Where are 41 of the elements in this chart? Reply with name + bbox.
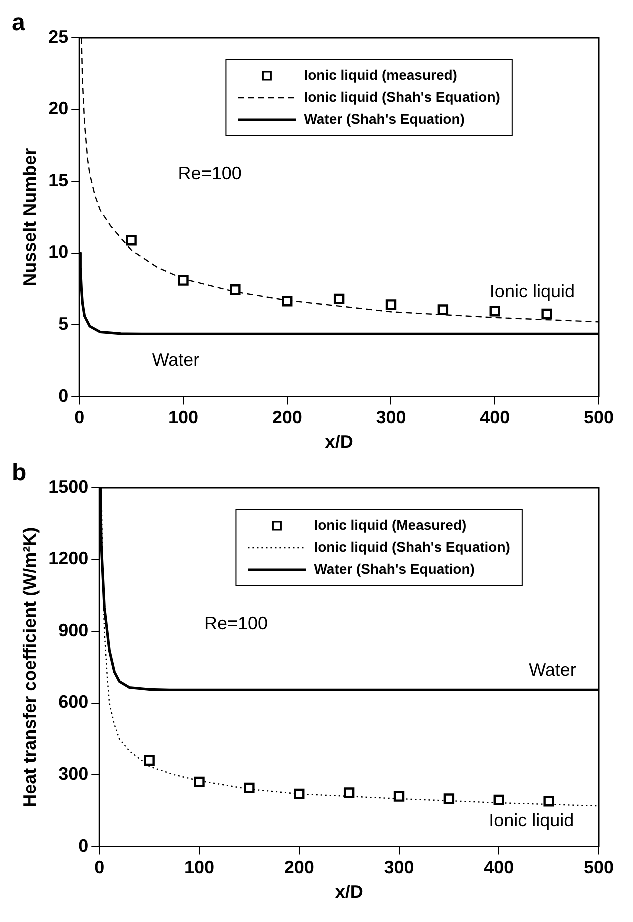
chart-title: b [12, 460, 27, 487]
y-tick-label: 5 [58, 314, 69, 334]
x-tick-label: 400 [480, 408, 510, 428]
chart-title: a [12, 10, 26, 37]
y-tick-label: 0 [58, 386, 69, 406]
y-axis-title: Heat transfer coefficient (W/m²K) [20, 527, 40, 808]
x-tick-label: 200 [272, 408, 302, 428]
annotation: Ionic liquid [489, 810, 574, 831]
legend-label: Ionic liquid (measured) [304, 66, 458, 83]
y-tick-label: 0 [78, 836, 89, 856]
y-tick-label: 15 [48, 170, 69, 190]
annotation: Water [529, 660, 576, 680]
legend-label: Water (Shah's Equation) [304, 110, 465, 127]
y-tick-label: 20 [48, 98, 69, 119]
y-axis-title: Nusselt Number [20, 148, 40, 286]
legend-label: Water (Shah's Equation) [314, 560, 475, 577]
y-tick-label: 1500 [48, 476, 89, 497]
x-tick-label: 100 [184, 858, 215, 878]
x-tick-label: 500 [584, 408, 614, 428]
legend-label: Ionic liquid (Measured) [314, 516, 467, 533]
annotation: Re=100 [178, 163, 242, 184]
y-tick-label: 600 [58, 692, 89, 712]
x-tick-label: 0 [94, 858, 105, 878]
x-tick-label: 500 [584, 858, 614, 878]
y-tick-label: 1200 [48, 548, 89, 569]
x-tick-label: 200 [284, 858, 314, 878]
legend-label: Ionic liquid (Shah's Equation) [314, 538, 510, 555]
x-tick-label: 300 [376, 408, 406, 428]
y-tick-label: 900 [58, 620, 89, 640]
x-tick-label: 300 [384, 858, 414, 878]
legend-label: Ionic liquid (Shah's Equation) [304, 88, 500, 105]
y-tick-label: 300 [58, 764, 89, 784]
x-axis-title: x/D [325, 432, 354, 452]
x-tick-label: 400 [484, 858, 514, 878]
x-tick-label: 100 [168, 408, 199, 428]
y-tick-label: 25 [48, 26, 69, 47]
annotation: Ionic liquid [490, 282, 575, 302]
annotation: Water [152, 350, 200, 370]
annotation: Re=100 [204, 613, 268, 634]
y-tick-label: 10 [48, 242, 69, 262]
x-axis-title: x/D [335, 882, 364, 902]
